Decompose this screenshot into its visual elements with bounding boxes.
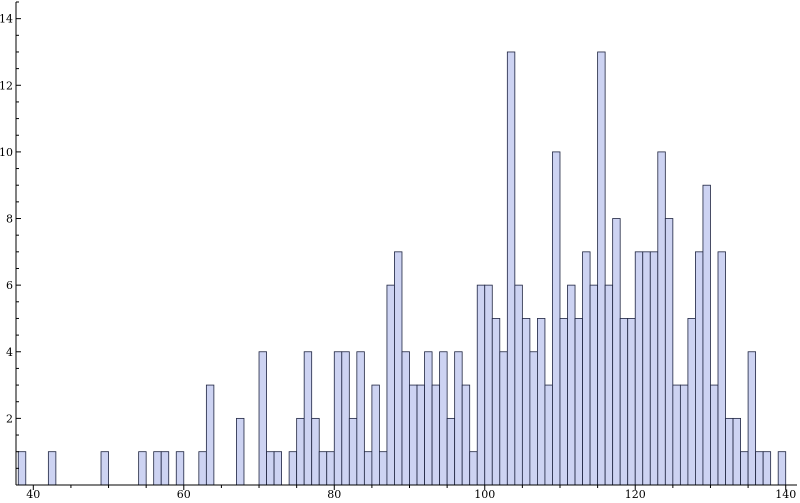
y-tick-label: 10 — [0, 146, 13, 159]
histogram-bar — [649, 251, 659, 486]
histogram-bar — [333, 351, 343, 486]
histogram-bar — [476, 284, 486, 486]
histogram-bar — [717, 251, 726, 486]
x-tick-label: 120 — [625, 488, 646, 501]
x-tick-label: 40 — [26, 488, 40, 501]
histogram-bar — [431, 384, 440, 486]
x-tick-label: 100 — [474, 488, 495, 501]
y-tick-label: 12 — [0, 79, 13, 92]
histogram-bar — [371, 384, 380, 486]
x-tick-label: 80 — [327, 488, 341, 501]
histogram-bar — [311, 417, 320, 486]
x-axis-ticks: 40 60 80 100 120 140 — [26, 485, 796, 501]
histogram-bar — [710, 384, 719, 486]
histogram-bar — [469, 451, 478, 486]
histogram-bar — [672, 384, 681, 486]
histogram-bar — [657, 151, 666, 486]
histogram-bar — [341, 351, 350, 486]
x-tick-label: 140 — [775, 488, 796, 501]
histogram-bar — [695, 251, 704, 486]
histogram-bar — [198, 451, 207, 486]
histogram-bar — [424, 351, 433, 486]
histogram-bar — [514, 284, 523, 486]
histogram-bar — [236, 417, 245, 486]
histogram-bar — [559, 318, 568, 486]
histogram-bar — [409, 384, 418, 486]
histogram-bar — [363, 451, 373, 486]
histogram-bar — [499, 351, 508, 486]
histogram-bar — [318, 451, 328, 486]
histogram-bar — [597, 51, 606, 486]
histogram-bar — [537, 318, 546, 486]
histogram-bar — [446, 417, 456, 486]
histogram-bar — [725, 417, 734, 486]
histogram-bar — [612, 218, 621, 486]
histogram-bar — [506, 51, 516, 486]
histogram-bar — [153, 451, 162, 486]
histogram-bar — [544, 384, 553, 486]
histogram-bar — [627, 318, 636, 486]
y-tick-label: 14 — [0, 13, 13, 26]
histogram-bar — [521, 318, 531, 486]
histogram-bar — [394, 251, 403, 486]
histogram-bar — [604, 284, 614, 486]
y-tick-label: 8 — [6, 213, 13, 226]
histogram-bar — [416, 384, 425, 486]
histogram-bar — [589, 284, 599, 486]
histogram-bar — [747, 351, 757, 486]
histogram-bar — [379, 451, 388, 486]
histogram-bar — [679, 384, 689, 486]
histogram-bar — [777, 451, 787, 486]
histogram-bar — [454, 351, 463, 486]
histogram-bar — [258, 351, 267, 486]
histogram-bar — [582, 251, 591, 486]
histogram-bar — [160, 451, 170, 486]
histogram-bar — [702, 184, 711, 486]
histogram-bar — [17, 451, 27, 486]
histogram-bar — [356, 351, 365, 486]
histogram-bar — [439, 351, 448, 486]
histogram-bar — [138, 451, 147, 486]
histogram-bar — [491, 318, 501, 486]
histogram-bar — [732, 417, 741, 486]
histogram-bar — [303, 351, 313, 486]
histogram-bar — [642, 251, 651, 486]
x-tick-label: 60 — [177, 488, 191, 501]
y-tick-label: 2 — [6, 412, 13, 425]
y-axis-ticks: 2 4 6 8 10 12 14 — [0, 1, 21, 469]
histogram-bar — [386, 284, 395, 486]
histogram-bar — [266, 451, 275, 486]
histogram-bar — [175, 451, 185, 486]
histogram-bar — [762, 451, 772, 486]
histogram-bar — [326, 451, 335, 486]
histogram-bar — [47, 451, 57, 486]
histogram-bar — [296, 417, 305, 486]
histogram-bar — [401, 351, 410, 486]
bars-group — [17, 51, 787, 486]
y-tick-label: 4 — [6, 346, 13, 359]
histogram-bar — [461, 384, 471, 486]
histogram-bar — [100, 451, 109, 486]
histogram-bar — [205, 384, 215, 486]
histogram-bar — [567, 284, 576, 486]
histogram-bar — [740, 451, 749, 486]
histogram-bar — [634, 251, 644, 486]
histogram-bar — [664, 218, 674, 486]
histogram-bar — [552, 151, 561, 486]
histogram-bar — [273, 451, 282, 486]
y-tick-label: 6 — [6, 279, 13, 292]
histogram-bar — [288, 451, 298, 486]
histogram-bar — [348, 417, 358, 486]
histogram-bar — [755, 451, 764, 486]
histogram-bar — [484, 284, 493, 486]
histogram-bar — [687, 318, 696, 486]
histogram-bar — [574, 318, 583, 486]
histogram-bar — [529, 351, 538, 486]
histogram-bar — [619, 318, 629, 486]
